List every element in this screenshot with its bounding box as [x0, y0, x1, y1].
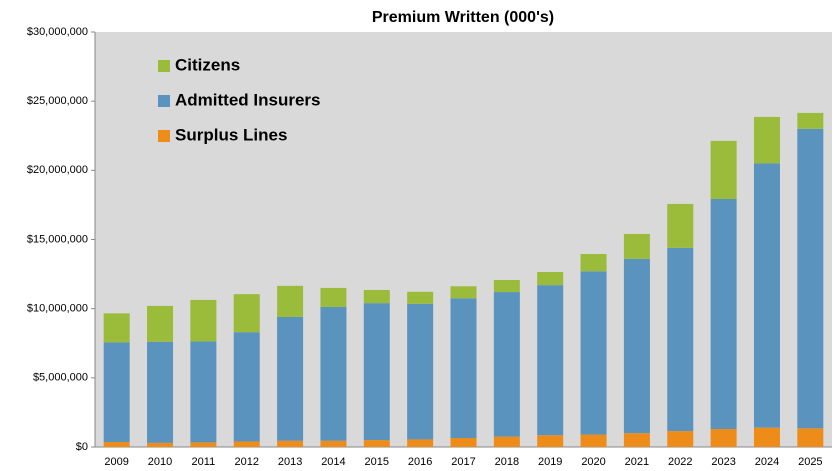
- bar-segment: [277, 285, 304, 317]
- bar-segment: [320, 307, 347, 441]
- bar-segment: [320, 287, 347, 308]
- bar-segment: [277, 316, 304, 441]
- bar-segment: [667, 247, 694, 432]
- bar-segment: [147, 341, 174, 443]
- y-tick-label: $15,000,000: [27, 233, 88, 245]
- bar-segment: [407, 303, 434, 440]
- bar-segment: [103, 313, 130, 343]
- bar-segment: [580, 254, 607, 272]
- x-tick-label: 2021: [625, 456, 649, 468]
- bar-segment: [493, 292, 520, 437]
- bar-segment: [450, 286, 477, 299]
- x-tick-label: 2018: [495, 456, 519, 468]
- x-tick-label: 2013: [278, 456, 302, 468]
- x-tick-label: 2009: [104, 456, 128, 468]
- bar-segment: [710, 198, 737, 430]
- bar-segment: [537, 272, 564, 286]
- bar-segment: [623, 258, 650, 434]
- legend-label: Admitted Insurers: [175, 90, 320, 109]
- bar-segment: [580, 434, 607, 447]
- bar-segment: [753, 163, 780, 428]
- legend-label: Citizens: [175, 55, 240, 74]
- chart-title: Premium Written (000's): [372, 9, 554, 26]
- bar-segment: [363, 289, 390, 304]
- x-tick-label: 2012: [234, 456, 258, 468]
- bar-segment: [580, 271, 607, 435]
- bar-segment: [450, 298, 477, 439]
- x-tick-label: 2024: [755, 456, 779, 468]
- bar-segment: [537, 435, 564, 447]
- bar-segment: [147, 305, 174, 342]
- bar-segment: [103, 342, 130, 443]
- x-tick-label: 2015: [365, 456, 389, 468]
- legend-swatch: [158, 130, 170, 142]
- x-tick-label: 2022: [668, 456, 692, 468]
- bar-segment: [623, 433, 650, 447]
- bar-segment: [233, 332, 260, 442]
- bar-segment: [450, 438, 477, 447]
- bar-segment: [320, 440, 347, 447]
- legend-swatch: [158, 60, 170, 72]
- x-tick-label: 2017: [451, 456, 475, 468]
- bar-segment: [190, 442, 217, 447]
- x-tick-label: 2011: [192, 456, 216, 468]
- x-tick-label: 2023: [711, 456, 735, 468]
- legend-label: Surplus Lines: [175, 125, 287, 144]
- bar-segment: [103, 442, 130, 447]
- bar-segment: [667, 203, 694, 248]
- bar-segment: [710, 140, 737, 199]
- bar-segment: [493, 436, 520, 447]
- bar-segment: [753, 116, 780, 164]
- bar-segment: [190, 299, 217, 342]
- bar-segment: [407, 291, 434, 304]
- bar-segment: [710, 429, 737, 447]
- bar-segment: [363, 440, 390, 447]
- legend-swatch: [158, 95, 170, 107]
- bar-segment: [277, 440, 304, 447]
- bar-segment: [537, 285, 564, 436]
- x-tick-label: 2016: [408, 456, 432, 468]
- y-tick-label: $20,000,000: [27, 164, 88, 176]
- bar-segment: [493, 280, 520, 293]
- y-tick-label: $30,000,000: [27, 26, 88, 38]
- bar-segment: [797, 112, 824, 129]
- bar-segment: [407, 439, 434, 447]
- bar-segment: [797, 428, 824, 447]
- bar-segment: [147, 442, 174, 447]
- bar-segment: [233, 294, 260, 333]
- x-tick-label: 2010: [148, 456, 172, 468]
- x-tick-label: 2020: [581, 456, 605, 468]
- bar-segment: [753, 427, 780, 447]
- x-tick-label: 2025: [798, 456, 822, 468]
- y-tick-label: $0: [76, 441, 88, 453]
- bar-segment: [797, 128, 824, 429]
- x-tick-label: 2014: [321, 456, 345, 468]
- bar-segment: [623, 233, 650, 259]
- bar-segment: [363, 303, 390, 441]
- y-tick-label: $25,000,000: [27, 95, 88, 107]
- x-tick-label: 2019: [538, 456, 562, 468]
- bar-segment: [190, 341, 217, 443]
- y-tick-label: $10,000,000: [27, 303, 88, 315]
- y-tick-label: $5,000,000: [33, 372, 88, 384]
- bar-segment: [667, 431, 694, 447]
- bar-segment: [233, 441, 260, 447]
